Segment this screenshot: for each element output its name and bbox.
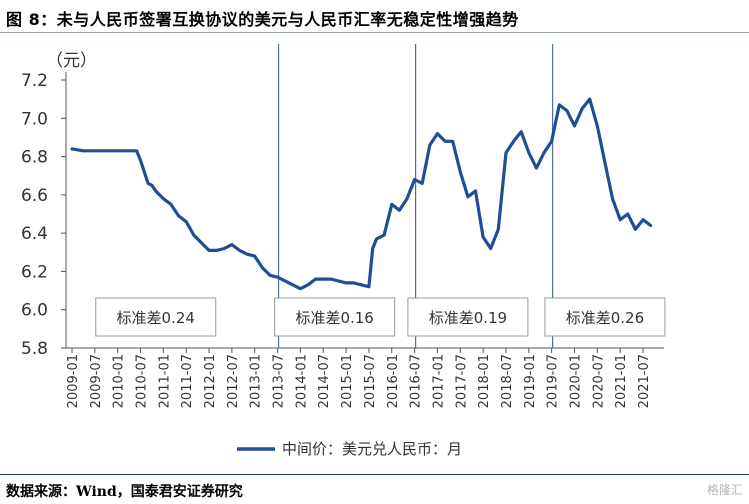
y-tick-label: 7.2 [21, 71, 48, 91]
x-tick-label: 2016-07 [409, 354, 424, 408]
x-tick-label: 2015-01 [340, 354, 355, 408]
y-tick-label: 6.2 [21, 262, 48, 282]
annotation-text: 标准差0.16 [295, 309, 373, 327]
y-tick-label: 6.6 [21, 186, 48, 206]
x-tick-label: 2016-01 [386, 354, 401, 408]
x-tick-label: 2013-01 [249, 354, 264, 408]
series-line [70, 97, 653, 291]
annotation-boxes: 标准差0.24 标准差0.16 标准差0.19 标准差0.26 [95, 297, 666, 337]
title-bar: 图 8：未与人民币签署互换协议的美元与人民币汇率无稳定性增强趋势 [0, 0, 749, 33]
x-tick-label: 2009-07 [89, 354, 104, 408]
x-tick-label: 2015-07 [363, 354, 378, 408]
x-tick-label: 2012-01 [203, 354, 218, 408]
annotation-box [95, 297, 217, 337]
legend: 中间价：美元兑人民币：月 [237, 440, 462, 458]
series-layer [70, 97, 653, 291]
x-tick-label: 2011-07 [180, 354, 195, 408]
separator-lines [277, 44, 554, 348]
x-tick-label: 2018-07 [500, 354, 515, 408]
source-bar: 数据来源：Wind，国泰君安证券研究 格隆汇 [0, 474, 749, 504]
annotation-box [274, 297, 396, 337]
source-note: 数据来源：Wind，国泰君安证券研究 [6, 484, 243, 500]
x-tick-label: 2021-07 [637, 354, 652, 408]
x-tick-label: 2021-01 [614, 354, 629, 408]
annotation-text: 标准差0.26 [566, 309, 644, 327]
chart-title: 图 8：未与人民币签署互换协议的美元与人民币汇率无稳定性增强趋势 [6, 10, 519, 29]
x-tick-label: 2017-07 [454, 354, 469, 408]
chart-canvas: 标准差0.24 标准差0.16 标准差0.19 标准差0.26 5.8 6.0 6.2 6.… [21, 44, 666, 458]
annotation-text: 标准差0.19 [429, 309, 507, 327]
legend-label: 中间价：美元兑人民币：月 [282, 440, 462, 458]
x-tick-label: 2018-01 [477, 354, 492, 408]
y-tick-label: 6.8 [21, 148, 48, 168]
x-tick-label: 2020-07 [591, 354, 606, 408]
x-tick-label: 2020-01 [568, 354, 583, 408]
annotation-box [407, 297, 529, 337]
x-tick-label: 2009-01 [66, 354, 81, 408]
x-tick-label: 2014-01 [294, 354, 309, 408]
x-tick-label: 2019-07 [546, 354, 561, 408]
y-tick-label: 6.0 [21, 301, 48, 321]
y-axis-unit-label: （元） [46, 51, 97, 71]
y-tick-label: 6.4 [21, 224, 48, 244]
x-tick-label: 2010-01 [112, 354, 127, 408]
x-tick-label: 2019-01 [523, 354, 538, 408]
annotation-box [544, 297, 666, 337]
x-tick-label: 2012-07 [226, 354, 241, 408]
x-tick-label: 2017-01 [431, 354, 446, 408]
annotation-text: 标准差0.24 [117, 309, 195, 327]
y-tick-label: 5.8 [21, 339, 48, 359]
x-tick-label: 2013-07 [272, 354, 287, 408]
axes: 5.8 6.0 6.2 6.4 6.6 6.8 7.0 7.2（元） 2009-01 2009-0… [21, 51, 664, 408]
watermark: 格隆汇 [706, 483, 743, 497]
y-tick-label: 7.0 [21, 109, 48, 129]
x-tick-label: 2014-07 [317, 354, 332, 408]
x-tick-label: 2011-01 [157, 354, 172, 408]
x-tick-label: 2010-07 [135, 354, 150, 408]
